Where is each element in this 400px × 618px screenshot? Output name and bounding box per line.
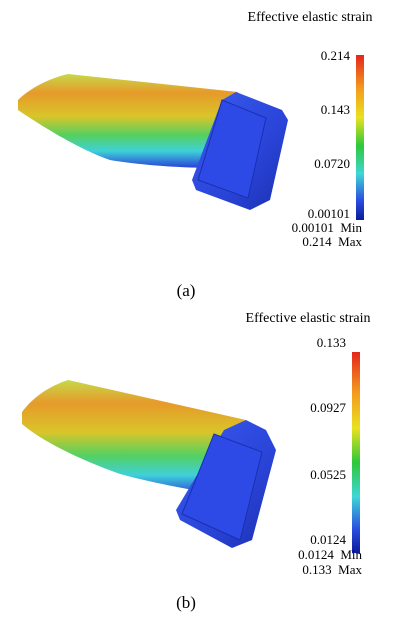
caption: (a): [177, 281, 196, 300]
colorbar: [356, 55, 364, 220]
colorbar-label: 0.143: [321, 102, 350, 117]
caption: (b): [176, 593, 196, 612]
legend-title: Effective elastic strain: [246, 311, 371, 326]
colorbar-label: 0.00101: [308, 206, 350, 221]
min-label: 0.00101 Min: [292, 220, 363, 235]
min-label: 0.0124 Min: [298, 547, 362, 562]
colorbar-label: 0.0927: [310, 400, 346, 415]
max-label: 0.214 Max: [302, 234, 362, 249]
colorbar-label: 0.214: [321, 48, 351, 63]
colorbar-label: 0.133: [317, 335, 346, 350]
figure: Effective elastic strain 0.214 0.143 0.0…: [0, 0, 400, 618]
colorbar-label: 0.0720: [314, 156, 350, 171]
colorbar: [352, 352, 360, 553]
model-a: [18, 74, 288, 210]
colorbar-label: 0.0525: [310, 467, 346, 482]
page: {"panels": [ {"legend_title": "Effective…: [0, 0, 400, 618]
legend-title: Effective elastic strain: [248, 10, 373, 25]
colorbar-label: 0.0124: [310, 532, 346, 547]
max-label: 0.133 Max: [302, 562, 362, 577]
model-b: [22, 380, 276, 548]
